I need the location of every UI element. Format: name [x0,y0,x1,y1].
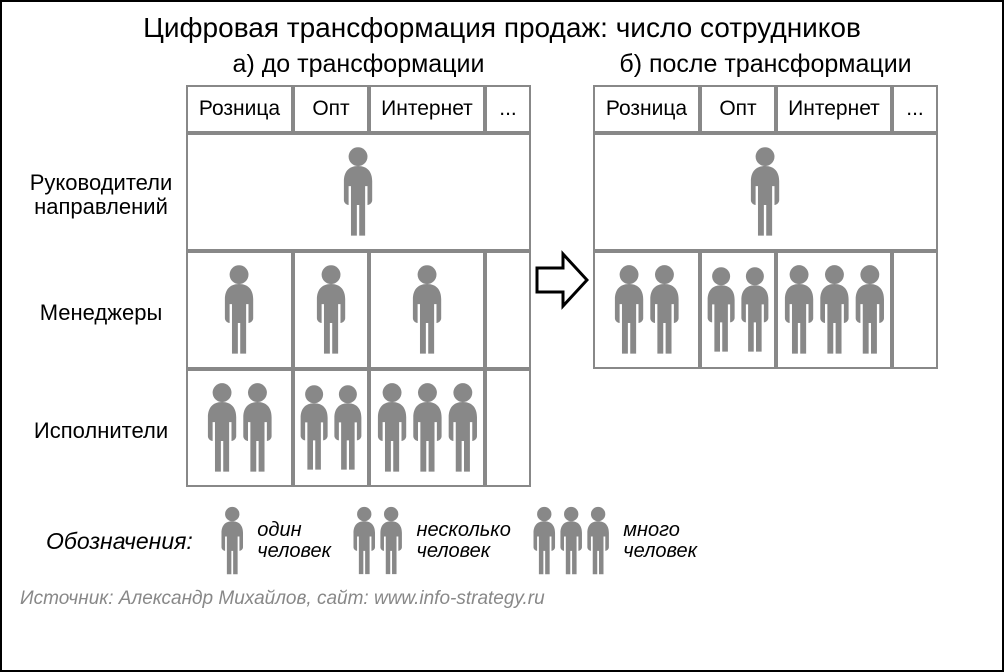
grid-cell [369,369,485,487]
legend-icon [349,506,406,576]
person-icon [295,382,367,474]
person-icon [311,264,351,356]
grid-cell [776,251,892,369]
content-row: Руководители направлений Менеджеры Испол… [16,50,988,490]
column-header: Розница [186,85,293,133]
grid-cell [186,369,293,487]
grid-cell [485,369,531,487]
panel-a-subtitle: а) до трансформации [186,50,531,79]
row-label-executors: Исполнители [16,372,186,490]
person-icon [219,264,259,356]
legend-text: несколькочеловек [416,520,510,562]
grid-cell [293,251,369,369]
legend-icon [217,506,248,576]
arrow-wrap [531,250,593,310]
body-row [593,133,938,251]
source-line: Источник: Александр Михайлов, сайт: www.… [16,588,988,610]
legend-text: одинчеловек [257,520,331,562]
grid-cell [700,251,776,369]
person-icon [202,382,278,474]
body-row [593,251,938,369]
body-row [186,251,531,369]
body-row [186,133,531,251]
grid-cell [186,251,293,369]
legend-text: многочеловек [623,520,697,562]
person-icon [779,264,890,356]
merged-cell [593,133,938,251]
arrow-icon [535,250,589,310]
grid-cell [293,369,369,487]
panel-b: б) после трансформации РозницаОптИнтерне… [593,50,938,369]
legend-icon [529,506,613,576]
row-labels-column: Руководители направлений Менеджеры Испол… [16,50,186,490]
row-label-leaders: Руководители направлений [16,136,186,254]
panel-b-subtitle: б) после трансформации [593,50,938,79]
row-label-managers: Менеджеры [16,254,186,372]
grid-cell [369,251,485,369]
grid-cell [892,251,938,369]
legend-item: одинчеловек [217,506,331,576]
legend: Обозначения: одинчеловек несколькочеловек… [16,506,988,576]
person-icon [349,506,406,576]
column-header: Интернет [369,85,485,133]
grid-cell [485,251,531,369]
person-icon [338,146,378,238]
grid-cell [593,251,700,369]
diagram-frame: Цифровая трансформация продаж: число сот… [0,0,1004,672]
column-header: Опт [700,85,776,133]
column-header: Опт [293,85,369,133]
legend-item: несколькочеловек [349,506,511,576]
panel-a: а) до трансформации РозницаОптИнтернет..… [186,50,531,487]
person-icon [217,506,248,576]
person-icon [609,264,685,356]
legend-title: Обозначения: [46,528,193,555]
column-header: ... [892,85,938,133]
header-row: РозницаОптИнтернет... [186,85,531,133]
column-header: Розница [593,85,700,133]
person-icon [702,264,774,356]
person-icon [407,264,447,356]
column-header: ... [485,85,531,133]
body-row [186,369,531,487]
column-header: Интернет [776,85,892,133]
person-icon [529,506,613,576]
merged-cell [186,133,531,251]
grid-b: РозницаОптИнтернет... [593,85,938,369]
grid-a: РозницаОптИнтернет... [186,85,531,487]
legend-item: многочеловек [529,506,697,576]
header-row: РозницаОптИнтернет... [593,85,938,133]
person-icon [372,382,483,474]
main-title: Цифровая трансформация продаж: число сот… [16,12,988,44]
person-icon [745,146,785,238]
